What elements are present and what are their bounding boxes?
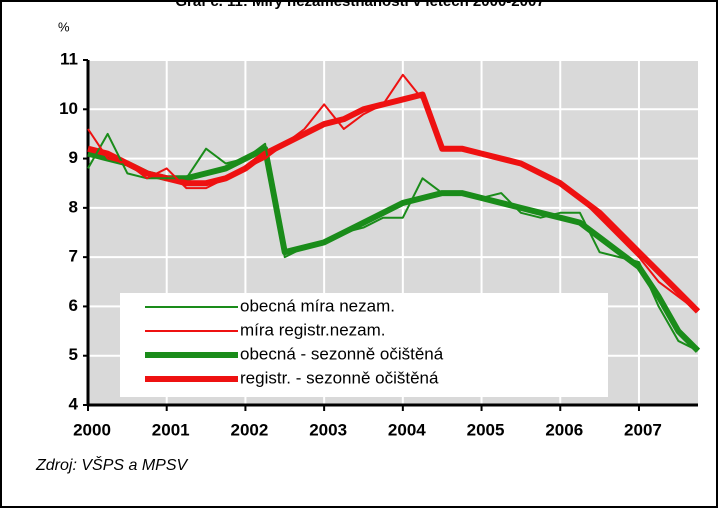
- series-line: [87, 73, 699, 313]
- x-tick-label: 2003: [309, 420, 347, 439]
- y-tick-label: 5: [69, 345, 78, 364]
- x-tick-label: 2000: [73, 420, 111, 439]
- x-tick-label: 2004: [388, 420, 426, 439]
- series-line: [87, 91, 701, 314]
- x-tick-label: 2007: [624, 420, 662, 439]
- y-tick-label: 4: [69, 394, 79, 413]
- y-tick-label: 8: [69, 197, 78, 216]
- y-tick-label: 7: [69, 247, 78, 266]
- legend-label: registr. - sezonně očištěná: [240, 368, 439, 387]
- y-tick-label: 6: [69, 296, 78, 315]
- legend-label: obecná - sezonně očištěná: [240, 344, 444, 363]
- source-note: Zdroj: VŠPS a MPSV: [35, 455, 188, 474]
- legend-label: obecná míra nezam.: [240, 296, 395, 315]
- x-tick-label: 2005: [467, 420, 505, 439]
- chart-title: Graf č. 11: Míry nezaměstnanosti v letec…: [175, 0, 544, 10]
- x-tick-label: 2001: [152, 420, 190, 439]
- x-tick-label: 2006: [545, 420, 583, 439]
- y-tick-label: 9: [69, 148, 78, 167]
- legend-label: míra registr.nezam.: [240, 320, 386, 339]
- y-tick-label: 10: [59, 99, 78, 118]
- series-line: [87, 132, 699, 352]
- y-tick-label: 11: [60, 49, 78, 68]
- y-axis-label: %: [58, 19, 70, 34]
- series-line: [87, 145, 701, 353]
- x-tick-label: 2002: [231, 420, 269, 439]
